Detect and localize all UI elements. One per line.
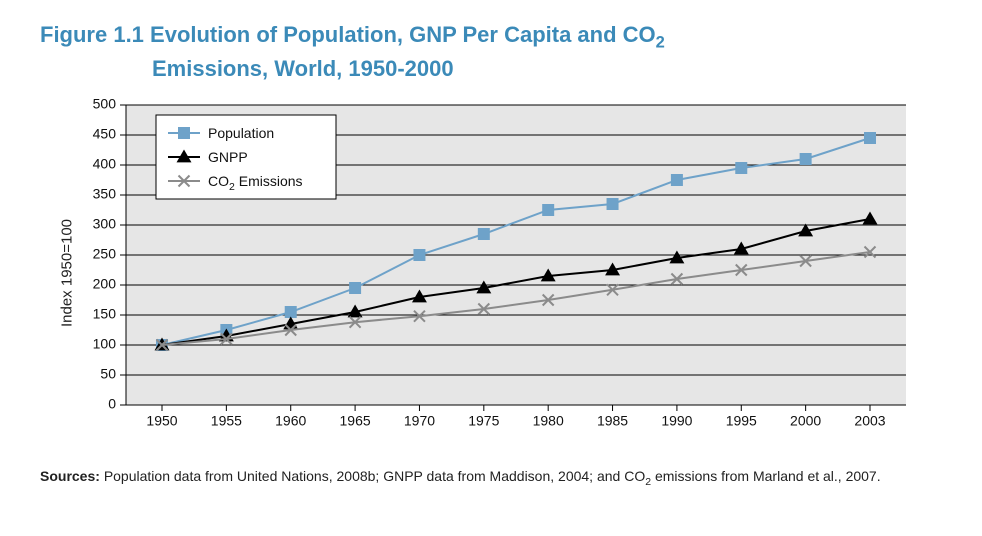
x-tick-label: 1950 — [146, 413, 177, 429]
x-tick-label: 1970 — [404, 413, 435, 429]
x-tick-label: 1965 — [340, 413, 371, 429]
source-text: Population data from United Nations, 200… — [104, 468, 881, 484]
legend-item-label: Population — [208, 123, 328, 143]
source-note: Sources: Population data from United Nat… — [40, 467, 942, 489]
x-tick-label: 1995 — [726, 413, 757, 429]
x-tick-label: 1990 — [661, 413, 692, 429]
x-tick-label: 1975 — [468, 413, 499, 429]
y-tick-label: 350 — [93, 186, 117, 202]
x-tick-label: 1980 — [533, 413, 564, 429]
figure-title-line2: Emissions, World, 1950-2000 — [40, 54, 942, 84]
y-axis-title: Index 1950=100 — [59, 219, 76, 327]
x-tick-label: 2003 — [854, 413, 885, 429]
y-tick-label: 100 — [93, 336, 117, 352]
page: Figure 1.1 Evolution of Population, GNP … — [0, 0, 982, 536]
y-tick-label: 150 — [93, 306, 117, 322]
y-tick-label: 0 — [108, 396, 116, 412]
y-tick-label: 200 — [93, 276, 117, 292]
x-tick-label: 1955 — [211, 413, 242, 429]
y-tick-label: 250 — [93, 246, 117, 262]
source-label: Sources: — [40, 468, 100, 484]
y-tick-label: 300 — [93, 216, 117, 232]
figure-title-line1: Figure 1.1 Evolution of Population, GNP … — [40, 22, 665, 47]
y-tick-label: 500 — [93, 96, 117, 112]
chart: Index 1950=100 0 50 100 150 200 250 300 350 400 4… — [51, 93, 931, 453]
y-tick-label: 400 — [93, 156, 117, 172]
figure-title: Figure 1.1 Evolution of Population, GNP … — [40, 20, 942, 83]
x-tick-label: 1960 — [275, 413, 306, 429]
x-tick-label: 2000 — [790, 413, 821, 429]
x-tick-label: 1985 — [597, 413, 628, 429]
legend-item-label: CO2 Emissions — [208, 171, 328, 191]
y-tick-label: 450 — [93, 126, 117, 142]
chart-svg: 0 50 100 150 200 250 300 350 400 450 500 1950 1955 19… — [51, 93, 931, 453]
y-tick-label: 50 — [100, 366, 116, 382]
legend-item-label: GNPP — [208, 147, 328, 167]
